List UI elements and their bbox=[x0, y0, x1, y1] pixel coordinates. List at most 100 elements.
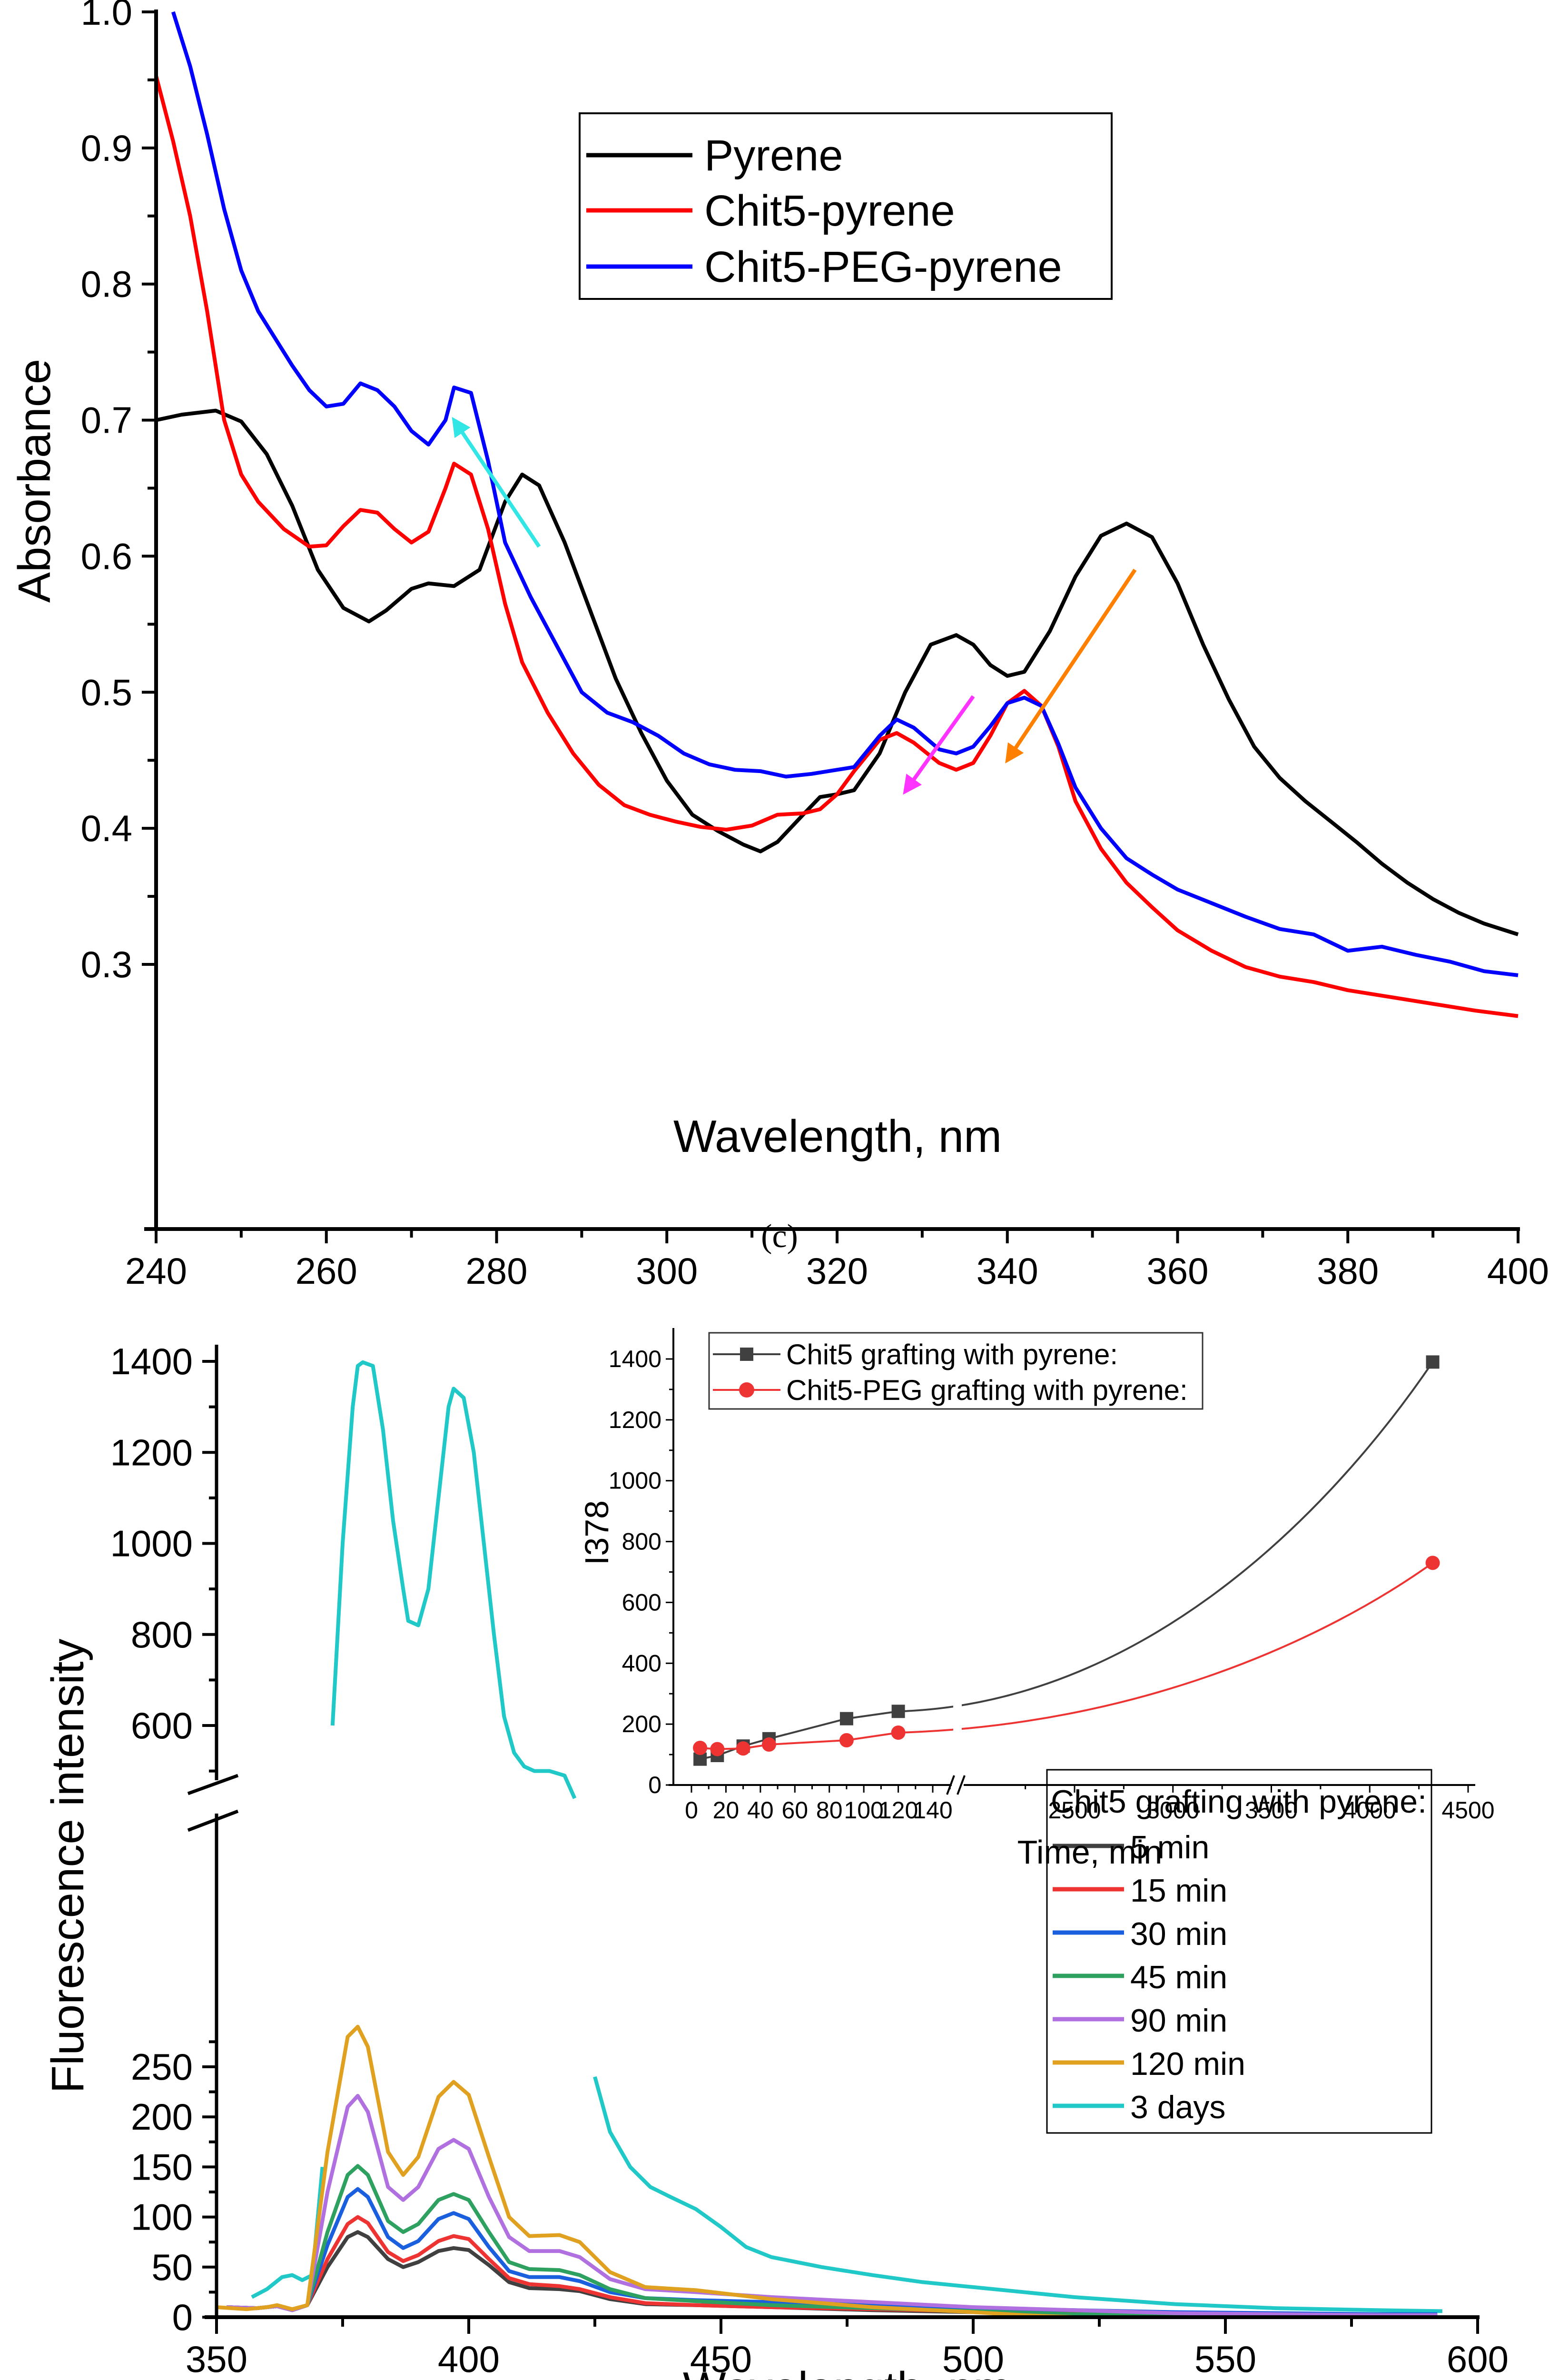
d-y-tick-labels: 0 50 100 150 200 250 600 800 1000 1200 1400 bbox=[110, 1340, 193, 2338]
inset-marker-square bbox=[891, 1705, 905, 1718]
inset-x-tick-label: 140 bbox=[913, 1797, 952, 1824]
inset-x-tick-label: 4500 bbox=[1441, 1797, 1494, 1824]
c-caption: (c) bbox=[761, 1218, 798, 1255]
d-x-tick-label: 400 bbox=[438, 2338, 500, 2380]
c-x-tick-label: 400 bbox=[1487, 1250, 1549, 1292]
inset-marker-square bbox=[839, 1712, 853, 1726]
inset-series-group bbox=[693, 1328, 1440, 1783]
inset-y-tick-label: 200 bbox=[622, 1711, 661, 1737]
d-y-tick-label: 0 bbox=[172, 2296, 193, 2338]
inset-y-tick-label: 1400 bbox=[609, 1346, 661, 1372]
panel-d-fluorescence-chart: 350 400 450 500 550 600 0 50 100 150 200 250 600 800… bbox=[42, 1328, 1509, 2380]
c-y-tick-label: 0.3 bbox=[81, 943, 132, 985]
inset-axis-break-mark bbox=[957, 1775, 966, 1795]
inset-series-line-chit5-grafting-with-pyrene bbox=[700, 1361, 1434, 1760]
c-legend: Pyrene Chit5-pyrene Chit5-PEG-pyrene bbox=[579, 112, 1113, 300]
c-y-tick-label: 0.5 bbox=[81, 671, 132, 713]
c-x-tick-label: 320 bbox=[806, 1250, 868, 1292]
inset-y-tick-label: 1000 bbox=[609, 1468, 661, 1494]
c-series-group bbox=[154, 11, 1519, 1018]
inset-marker-circle bbox=[1425, 1556, 1440, 1570]
inset-marker-circle bbox=[839, 1733, 854, 1748]
inset-x-tick-label: 20 bbox=[713, 1797, 740, 1824]
d-axes bbox=[187, 1345, 1480, 2334]
c-annotation-arrows bbox=[452, 416, 1137, 795]
d-legend-box bbox=[1046, 1769, 1432, 2134]
d-x-tick-labels: 350 400 450 500 550 600 bbox=[186, 2338, 1509, 2380]
c-x-tick-label: 360 bbox=[1146, 1250, 1208, 1292]
d-series-line-90-min bbox=[227, 2094, 1438, 2317]
d-x-tick-label: 500 bbox=[942, 2338, 1004, 2380]
d-y-axis-title: Fluorescence intensity bbox=[42, 1638, 93, 2093]
c-annotation-orange-arrow bbox=[1005, 568, 1137, 764]
d-legend-label-15-min: 15 min bbox=[1130, 1873, 1227, 1909]
c-x-tick-label: 340 bbox=[977, 1250, 1038, 1292]
c-y-axis-title: Absorbance bbox=[9, 359, 60, 603]
d-series-line-30-min bbox=[227, 2187, 1438, 2316]
inset-y-tick-label: 800 bbox=[622, 1528, 661, 1555]
inset-y-tick-labels: 0 200 400 600 800 1000 1200 1400 bbox=[609, 1346, 661, 1798]
d-legend-label-45-min: 45 min bbox=[1130, 1959, 1227, 1995]
d-y-tick-label: 1400 bbox=[110, 1340, 193, 1382]
c-y-tick-label: 0.4 bbox=[81, 807, 132, 849]
c-x-tick-label: 260 bbox=[296, 1250, 357, 1292]
d-x-tick-label: 550 bbox=[1194, 2338, 1256, 2380]
inset-legend-box bbox=[708, 1332, 1204, 1410]
c-y-tick-label: 1.0 bbox=[81, 0, 132, 33]
inset-series-line-chit5-peg-grafting-with-pyrene bbox=[700, 1562, 1433, 1750]
inset-x-tick-label: 120 bbox=[878, 1797, 918, 1824]
inset-x-tick-label: 4000 bbox=[1343, 1797, 1396, 1824]
c-y-tick-label: 0.7 bbox=[81, 399, 132, 441]
c-legend-label-chit5-peg-pyrene: Chit5-PEG-pyrene bbox=[704, 243, 1062, 291]
d-y-tick-label: 1000 bbox=[110, 1523, 193, 1565]
inset-y-tick-label: 1200 bbox=[609, 1407, 661, 1433]
panel-c-absorbance-chart: 240 260 280 300 320 340 360 380 400 0.3 0.4 0.5 0.6… bbox=[9, 0, 1549, 1292]
c-series-line-chit5-pyrene bbox=[154, 75, 1519, 1018]
d-y-tick-label: 1200 bbox=[110, 1431, 193, 1473]
c-x-tick-label: 280 bbox=[465, 1250, 527, 1292]
inset-marker-circle bbox=[693, 1741, 708, 1755]
c-annotation-cyan-arrow bbox=[452, 416, 541, 548]
inset-y-tick-label: 400 bbox=[622, 1650, 661, 1676]
d-series-line-45-min bbox=[227, 2164, 1438, 2317]
inset-break-gap bbox=[953, 1328, 962, 1783]
d-legend-items: 5 min 15 min 30 min 45 min 90 min 120 min 3 da… bbox=[1053, 1829, 1245, 2125]
inset-marker-square bbox=[1426, 1355, 1440, 1369]
d-y-tick-label: 800 bbox=[131, 1614, 193, 1656]
c-x-axis-title: Wavelength, nm bbox=[673, 1111, 1002, 1162]
inset-y-axis-title: I378 bbox=[578, 1500, 615, 1565]
d-legend-label-120-min: 120 min bbox=[1130, 2046, 1245, 2082]
c-x-tick-label: 380 bbox=[1317, 1250, 1379, 1292]
inset-legend-label-chit5-peg: Chit5-PEG grafting with pyrene: bbox=[786, 1374, 1188, 1406]
c-x-tick-label: 240 bbox=[125, 1250, 187, 1292]
d-x-tick-label: 450 bbox=[690, 2338, 752, 2380]
inset-legend-marker-circle bbox=[739, 1382, 754, 1398]
d-y-tick-label: 250 bbox=[131, 2046, 193, 2088]
d-axis-break-mark bbox=[187, 1774, 239, 1795]
c-y-tick-label: 0.6 bbox=[81, 535, 132, 577]
inset-x-tick-label: 80 bbox=[816, 1797, 843, 1824]
d-legend-label-30-min: 30 min bbox=[1130, 1916, 1227, 1952]
d-x-tick-label: 350 bbox=[186, 2338, 247, 2380]
d-y-tick-label: 150 bbox=[131, 2146, 193, 2188]
d-legend-label-90-min: 90 min bbox=[1130, 2003, 1227, 2039]
d-legend-label-5-min: 5 min bbox=[1130, 1829, 1209, 1865]
inset-x-tick-label: 3500 bbox=[1245, 1797, 1298, 1824]
inset-y-tick-label: 600 bbox=[622, 1589, 661, 1616]
inset-legend-label-chit5: Chit5 grafting with pyrene: bbox=[786, 1339, 1118, 1370]
d-series-line-120-min bbox=[216, 2024, 1075, 2319]
inset-marker-circle bbox=[891, 1726, 906, 1740]
d-axis-break-mark bbox=[187, 1809, 239, 1832]
inset-x-axis-title: Time, min bbox=[1017, 1834, 1163, 1871]
d-x-tick-label: 600 bbox=[1447, 2338, 1509, 2380]
inset-x-tick-label: 3000 bbox=[1146, 1797, 1199, 1824]
d-y-tick-label: 50 bbox=[151, 2246, 193, 2288]
c-x-tick-labels: 240 260 280 300 320 340 360 380 400 bbox=[125, 1250, 1549, 1292]
inset-x-tick-label: 2500 bbox=[1048, 1797, 1101, 1824]
d-y-tick-label: 100 bbox=[131, 2196, 193, 2238]
d-legend-label-3-days: 3 days bbox=[1130, 2089, 1225, 2125]
c-series-line-chit5-peg-pyrene bbox=[171, 11, 1519, 977]
